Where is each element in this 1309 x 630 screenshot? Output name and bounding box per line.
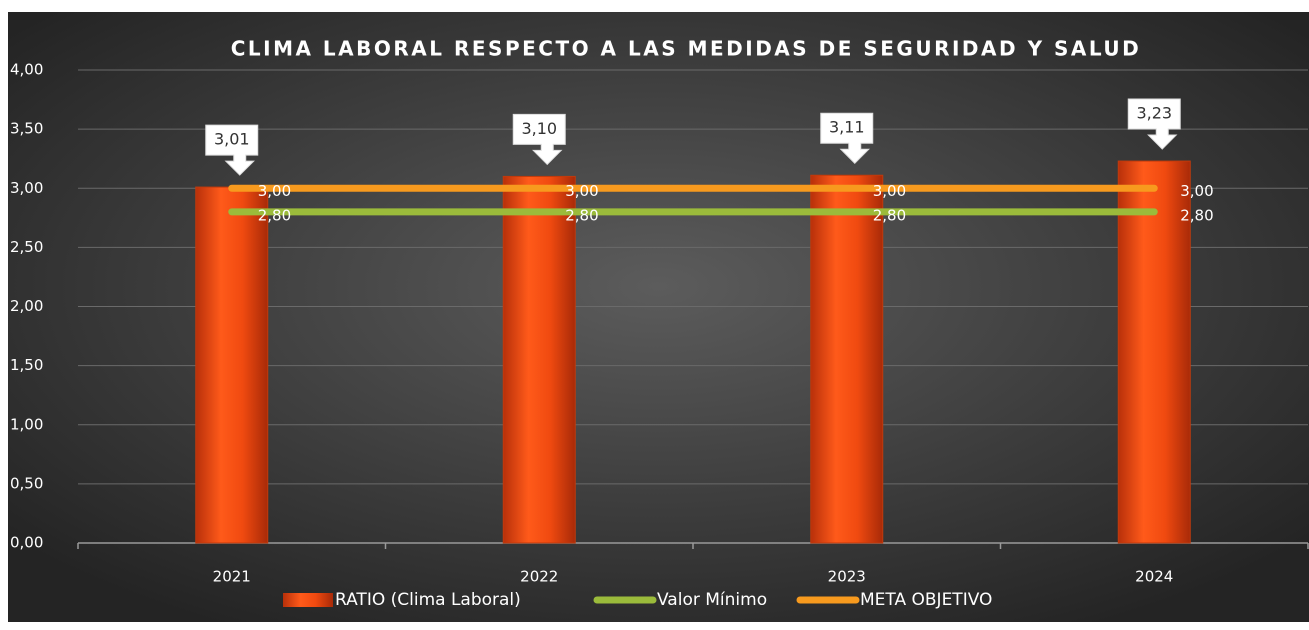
y-tick-label: 0,50 bbox=[10, 474, 43, 492]
data-label: 3,01 bbox=[214, 130, 250, 149]
y-tick-label: 2,50 bbox=[10, 238, 43, 256]
bar bbox=[1117, 160, 1191, 544]
data-label: 2,80 bbox=[873, 206, 906, 224]
data-label: 3,23 bbox=[1136, 104, 1172, 123]
legend-label: RATIO (Clima Laboral) bbox=[335, 590, 521, 610]
legend-label: META OBJETIVO bbox=[860, 590, 992, 610]
x-tick-label: 2022 bbox=[520, 568, 558, 586]
data-label: 3,00 bbox=[565, 182, 598, 200]
callout-box bbox=[512, 113, 566, 166]
data-label: 3,00 bbox=[1180, 182, 1213, 200]
data-label: 2,80 bbox=[258, 206, 291, 224]
y-tick-label: 3,00 bbox=[10, 179, 43, 197]
bar bbox=[810, 174, 884, 544]
x-tick-label: 2023 bbox=[828, 568, 866, 586]
data-label: 2,80 bbox=[1180, 206, 1213, 224]
y-tick-label: 1,00 bbox=[10, 415, 43, 433]
bar bbox=[502, 175, 576, 544]
x-tick-label: 2021 bbox=[213, 568, 251, 586]
data-label: 3,11 bbox=[829, 118, 865, 137]
y-tick-label: 0,00 bbox=[10, 534, 43, 552]
chart-title: CLIMA LABORAL RESPECTO A LAS MEDIDAS DE … bbox=[231, 37, 1142, 61]
data-label: 3,00 bbox=[873, 182, 906, 200]
data-label: 3,10 bbox=[521, 119, 557, 138]
bar bbox=[195, 186, 269, 544]
legend-swatch bbox=[283, 593, 333, 607]
y-tick-label: 2,00 bbox=[10, 297, 43, 315]
callout-box bbox=[1127, 98, 1181, 150]
x-tick-label: 2024 bbox=[1135, 568, 1173, 586]
y-tick-label: 3,50 bbox=[10, 120, 43, 138]
legend-label: Valor Mínimo bbox=[657, 590, 767, 610]
data-label: 2,80 bbox=[565, 206, 598, 224]
y-tick-label: 1,50 bbox=[10, 356, 43, 374]
y-tick-label: 4,00 bbox=[10, 61, 43, 79]
data-label: 3,00 bbox=[258, 182, 291, 200]
callout-box bbox=[205, 124, 259, 176]
callout-box bbox=[820, 112, 874, 164]
